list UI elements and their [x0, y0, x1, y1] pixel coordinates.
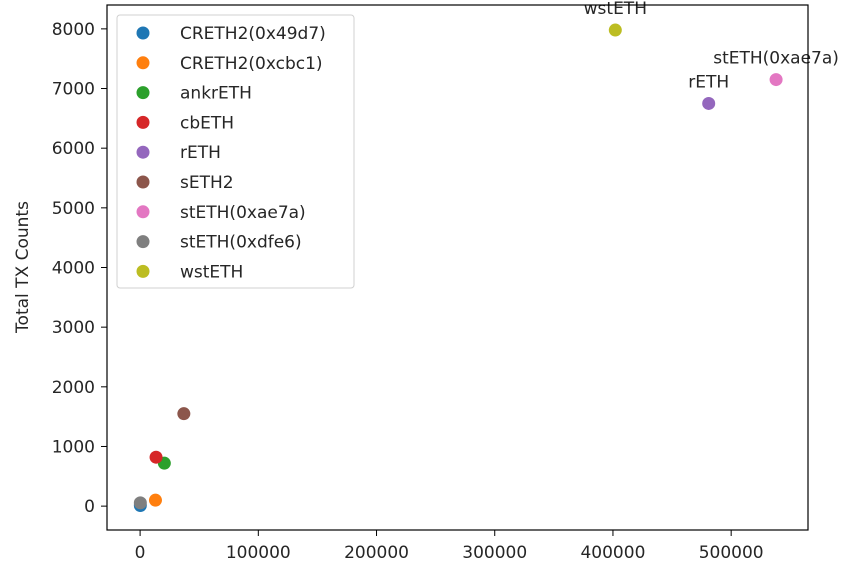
legend-marker: [136, 86, 150, 100]
legend-box: [116, 14, 355, 289]
legend: CRETH2(0x49d7) CRETH2(0xcbc1) ankrETH cbETH…: [116, 14, 355, 289]
data-point: [149, 450, 163, 464]
x-tick-label: 300000: [462, 543, 527, 563]
y-tick-label: 5000: [52, 199, 95, 219]
point-annotation: wstETH: [584, 0, 647, 19]
data-point: [133, 496, 147, 510]
legend-label: ankrETH: [180, 84, 252, 104]
legend-label: sETH2: [180, 173, 234, 193]
data-point: [148, 493, 162, 507]
data-point: [769, 73, 783, 87]
legend-marker: [136, 175, 150, 189]
y-tick-label: 4000: [52, 259, 95, 279]
y-tick-label: 3000: [52, 318, 95, 338]
data-points: [133, 23, 783, 513]
x-tick-label: 0: [135, 543, 146, 563]
x-axis: 0 100000 200000 300000 400000 500000: [135, 530, 764, 563]
legend-marker: [136, 235, 150, 249]
y-tick-label: 6000: [52, 139, 95, 159]
x-tick-label: 500000: [699, 543, 764, 563]
x-tick-label: 100000: [226, 543, 291, 563]
y-tick-label: 0: [84, 497, 95, 517]
point-annotation: stETH(0xae7a): [713, 49, 839, 69]
y-axis-label: Total TX Counts: [13, 201, 33, 334]
y-tick-label: 1000: [52, 437, 95, 457]
legend-label: stETH(0xae7a): [180, 203, 306, 223]
y-axis: 0 1000 2000 3000 4000 5000 6000 7000 8000: [52, 20, 107, 517]
data-point: [702, 96, 716, 110]
legend-marker: [136, 115, 150, 129]
legend-marker: [136, 56, 150, 70]
legend-marker: [136, 26, 150, 40]
point-annotation: rETH: [688, 72, 729, 92]
legend-label: CRETH2(0xcbc1): [180, 54, 323, 74]
data-point: [177, 407, 191, 421]
legend-marker: [136, 205, 150, 219]
legend-label: stETH(0xdfe6): [180, 233, 302, 253]
y-tick-label: 2000: [52, 378, 95, 398]
y-tick-label: 7000: [52, 80, 95, 100]
legend-marker: [136, 264, 150, 278]
legend-label: cbETH: [180, 113, 234, 133]
x-tick-label: 400000: [580, 543, 645, 563]
x-tick-label: 200000: [344, 543, 409, 563]
legend-marker: [136, 145, 150, 159]
data-point: [608, 23, 622, 37]
legend-label: CRETH2(0x49d7): [180, 24, 326, 44]
legend-label: rETH: [180, 143, 221, 163]
y-tick-label: 8000: [52, 20, 95, 40]
legend-label: wstETH: [180, 262, 243, 282]
